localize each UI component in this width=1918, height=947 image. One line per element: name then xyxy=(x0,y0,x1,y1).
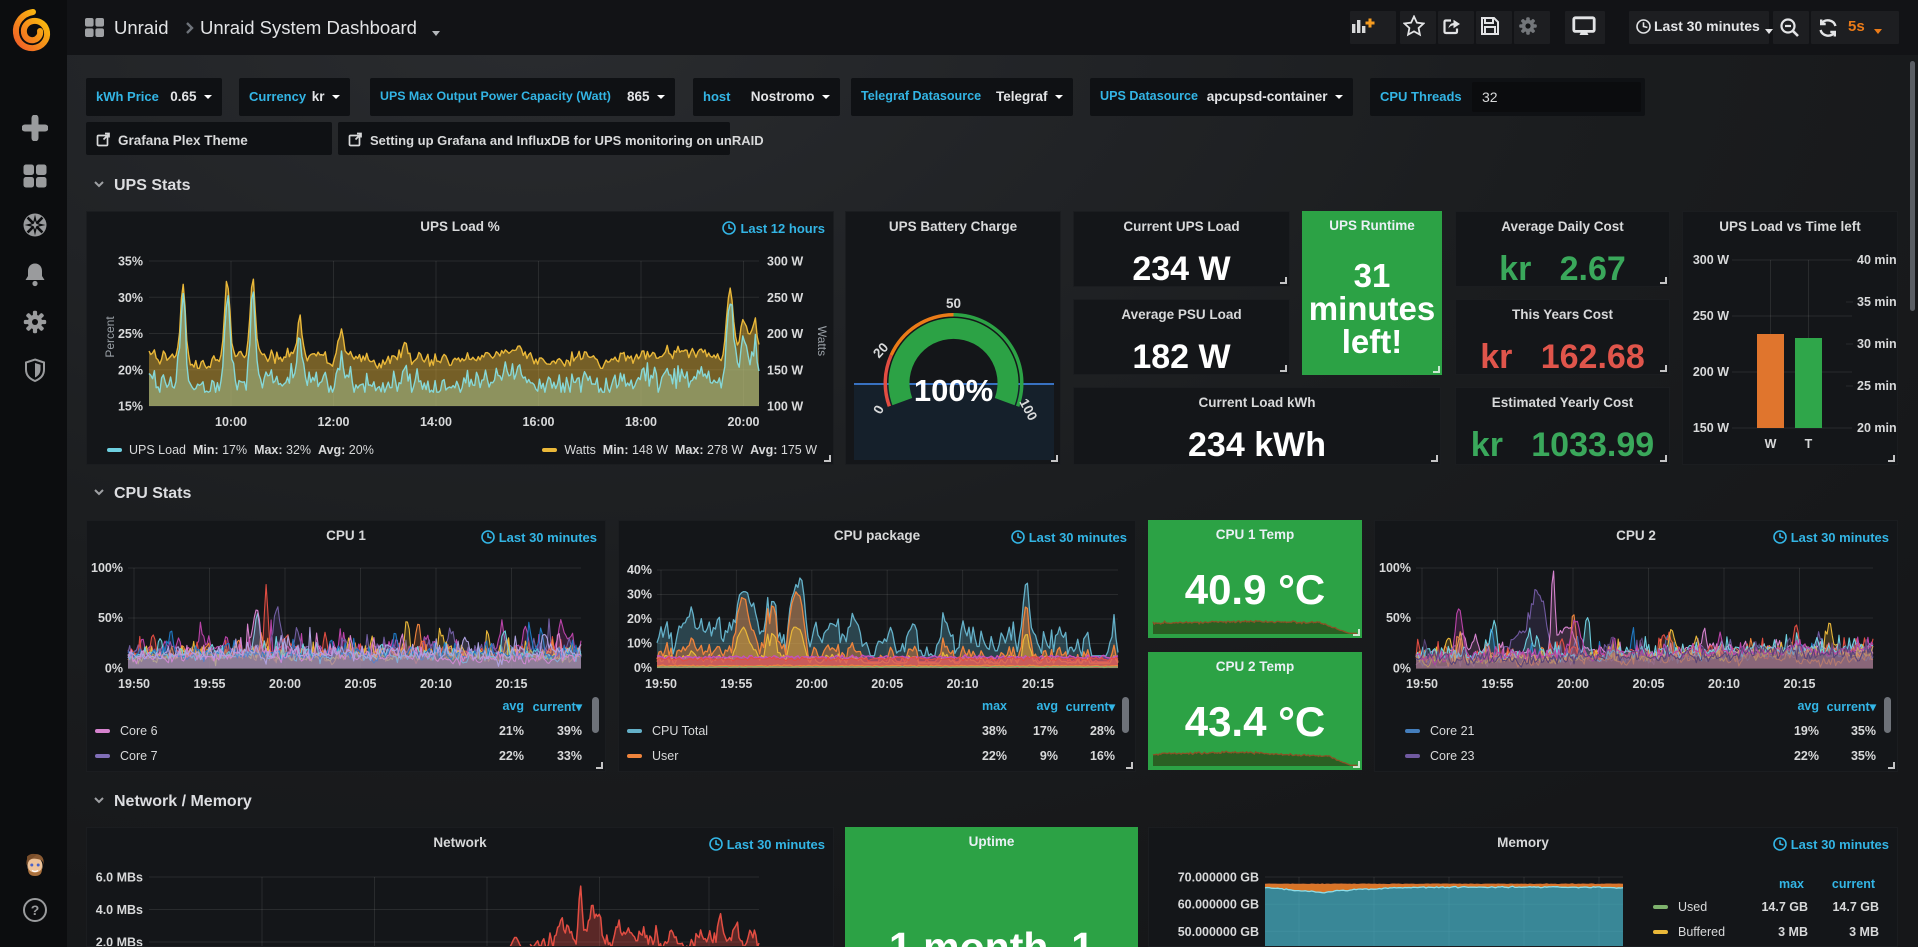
svg-text:20:00: 20:00 xyxy=(269,677,301,691)
svg-text:25%: 25% xyxy=(118,327,143,341)
svg-text:20 min: 20 min xyxy=(1857,421,1897,435)
svg-text:100%: 100% xyxy=(914,373,993,408)
svg-text:25 min: 25 min xyxy=(1857,379,1897,393)
svg-text:14:00: 14:00 xyxy=(420,415,452,429)
svg-text:200 W: 200 W xyxy=(1693,365,1729,379)
svg-text:35%: 35% xyxy=(118,255,143,269)
svg-text:16:00: 16:00 xyxy=(523,415,555,429)
svg-text:20:10: 20:10 xyxy=(420,677,452,691)
svg-text:50: 50 xyxy=(946,296,961,311)
svg-text:150 W: 150 W xyxy=(1693,421,1729,435)
svg-text:70.000000 GB: 70.000000 GB xyxy=(1178,871,1259,885)
svg-text:20%: 20% xyxy=(118,363,143,377)
svg-text:20:05: 20:05 xyxy=(871,677,903,691)
svg-text:20:05: 20:05 xyxy=(345,677,377,691)
svg-text:20: 20 xyxy=(870,340,891,361)
svg-text:19:55: 19:55 xyxy=(1482,677,1514,691)
svg-text:20:00: 20:00 xyxy=(1557,677,1589,691)
svg-text:300 W: 300 W xyxy=(767,255,803,269)
svg-text:20:00: 20:00 xyxy=(796,677,828,691)
svg-text:100%: 100% xyxy=(1379,561,1411,575)
svg-text:W: W xyxy=(1765,437,1777,451)
svg-text:30%: 30% xyxy=(118,291,143,305)
svg-text:19:55: 19:55 xyxy=(720,677,752,691)
svg-text:19:50: 19:50 xyxy=(645,677,677,691)
svg-text:40 min: 40 min xyxy=(1857,253,1897,267)
svg-text:30 min: 30 min xyxy=(1857,337,1897,351)
svg-text:10:00: 10:00 xyxy=(215,415,247,429)
svg-text:20%: 20% xyxy=(627,612,652,626)
svg-text:30%: 30% xyxy=(627,588,652,602)
svg-text:6.0 MBs: 6.0 MBs xyxy=(96,871,143,885)
svg-text:20:15: 20:15 xyxy=(1784,677,1816,691)
svg-text:100%: 100% xyxy=(91,561,123,575)
svg-text:19:50: 19:50 xyxy=(1406,677,1438,691)
svg-text:12:00: 12:00 xyxy=(318,415,350,429)
svg-text:200 W: 200 W xyxy=(767,327,803,341)
svg-text:35 min: 35 min xyxy=(1857,295,1897,309)
svg-text:20:15: 20:15 xyxy=(1022,677,1054,691)
svg-text:50%: 50% xyxy=(1386,611,1411,625)
svg-text:19:55: 19:55 xyxy=(194,677,226,691)
svg-text:19:50: 19:50 xyxy=(118,677,150,691)
svg-text:40%: 40% xyxy=(627,563,652,577)
svg-text:Percent: Percent xyxy=(103,316,117,358)
svg-text:150 W: 150 W xyxy=(767,363,803,377)
svg-text:20:15: 20:15 xyxy=(496,677,528,691)
svg-text:20:10: 20:10 xyxy=(947,677,979,691)
svg-text:2.0 MBs: 2.0 MBs xyxy=(96,936,143,947)
svg-text:50%: 50% xyxy=(98,611,123,625)
svg-text:0%: 0% xyxy=(634,661,652,675)
svg-text:18:00: 18:00 xyxy=(625,415,657,429)
svg-text:250 W: 250 W xyxy=(1693,309,1729,323)
svg-text:15%: 15% xyxy=(118,400,143,414)
svg-text:250 W: 250 W xyxy=(767,291,803,305)
svg-text:4.0 MBs: 4.0 MBs xyxy=(96,903,143,917)
svg-text:20:10: 20:10 xyxy=(1708,677,1740,691)
svg-text:10%: 10% xyxy=(627,637,652,651)
svg-text:20:00: 20:00 xyxy=(728,415,760,429)
svg-text:300 W: 300 W xyxy=(1693,253,1729,267)
svg-text:100 W: 100 W xyxy=(767,400,803,414)
svg-text:Watts: Watts xyxy=(815,326,829,356)
svg-text:T: T xyxy=(1805,437,1813,451)
svg-text:60.000000 GB: 60.000000 GB xyxy=(1178,898,1259,912)
svg-text:0%: 0% xyxy=(1393,662,1411,676)
svg-text:50.000000 GB: 50.000000 GB xyxy=(1178,925,1259,939)
svg-text:?: ? xyxy=(31,902,40,918)
svg-text:0%: 0% xyxy=(105,662,123,676)
svg-text:20:05: 20:05 xyxy=(1633,677,1665,691)
